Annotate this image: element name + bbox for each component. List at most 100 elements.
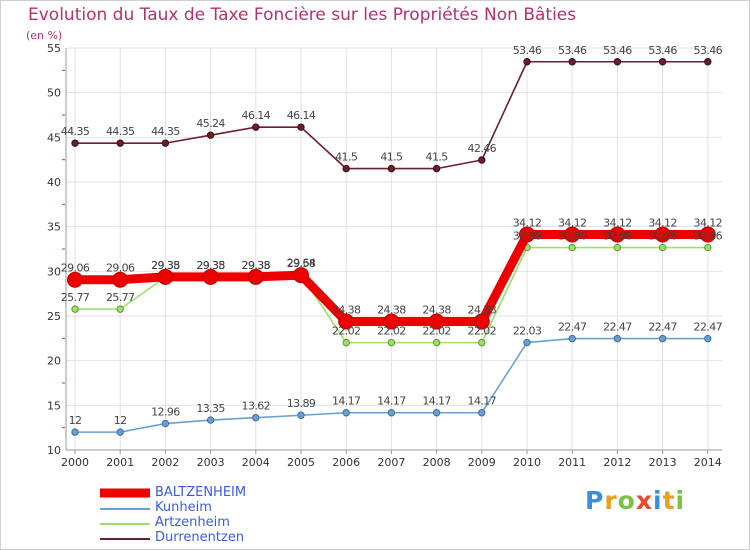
data-point-baltzenheim: [428, 313, 445, 330]
data-point-kunheim: [523, 338, 531, 347]
data-label-durrenentzen: 41.5: [426, 151, 449, 164]
data-label-artzenheim: 32.66: [603, 230, 632, 243]
data-point-durrenentzen: [613, 58, 622, 66]
y-tick-label: 30: [47, 265, 61, 278]
data-label-artzenheim: 32.66: [513, 230, 542, 243]
logo-letter: o: [617, 486, 636, 515]
data-point-baltzenheim: [699, 226, 716, 243]
data-label-baltzenheim: 34.12: [694, 217, 723, 230]
data-label-kunheim: 22.47: [648, 321, 677, 334]
legend-swatch-baltzenheim: [100, 488, 150, 498]
data-point-durrenentzen: [478, 156, 486, 164]
y-tick-label: 10: [47, 444, 61, 457]
x-tick-label: 2011: [558, 456, 586, 469]
data-point-baltzenheim: [338, 313, 355, 330]
data-label-kunheim: 12: [114, 414, 127, 427]
data-point-durrenentzen: [658, 58, 667, 66]
data-point-kunheim: [568, 334, 576, 343]
data-label-durrenentzen: 42.46: [468, 142, 497, 155]
data-point-kunheim: [387, 409, 396, 417]
data-label-baltzenheim: 24.38: [422, 304, 451, 317]
data-label-artzenheim: 22.02: [468, 325, 497, 338]
data-point-kunheim: [206, 416, 215, 424]
data-label-durrenentzen: 46.14: [287, 109, 316, 122]
data-point-durrenentzen: [116, 139, 124, 147]
data-label-kunheim: 13.35: [196, 402, 225, 415]
data-label-artzenheim: 22.02: [422, 325, 451, 338]
data-point-durrenentzen: [432, 164, 441, 173]
logo-letter: t: [662, 486, 676, 515]
x-tick-label: 2007: [377, 456, 405, 469]
data-point-baltzenheim: [157, 268, 174, 285]
data-label-baltzenheim: 29.38: [242, 259, 271, 272]
data-point-artzenheim: [478, 338, 486, 347]
y-tick-label: 15: [47, 399, 61, 412]
data-label-durrenentzen: 53.46: [513, 44, 542, 57]
plot-area: [66, 48, 722, 450]
data-point-kunheim: [71, 428, 79, 436]
data-label-durrenentzen: 41.5: [380, 151, 403, 164]
data-point-baltzenheim: [112, 271, 129, 288]
data-label-kunheim: 22.03: [513, 325, 542, 338]
y-tick-label: 50: [47, 87, 61, 100]
data-point-baltzenheim: [202, 268, 219, 285]
data-point-baltzenheim: [247, 268, 264, 285]
data-label-kunheim: 12: [69, 414, 82, 427]
x-tick-label: 2014: [694, 456, 722, 469]
logo-letter: r: [604, 486, 618, 515]
data-point-durrenentzen: [206, 131, 215, 139]
data-label-kunheim: 13.62: [242, 400, 271, 413]
data-label-baltzenheim: 29.58: [287, 257, 316, 270]
data-point-baltzenheim: [293, 267, 309, 284]
data-label-artzenheim: 22.02: [332, 325, 361, 338]
data-label-baltzenheim: 24.38: [377, 304, 406, 317]
data-label-kunheim: 14.17: [332, 395, 361, 408]
x-tick-label: 2006: [332, 456, 360, 469]
data-label-durrenentzen: 45.24: [196, 117, 225, 130]
data-point-durrenentzen: [297, 123, 305, 131]
data-label-baltzenheim: 24.38: [468, 304, 497, 317]
data-point-kunheim: [432, 409, 441, 417]
x-tick-label: 2009: [468, 456, 496, 469]
legend-swatch-artzenheim: [100, 523, 150, 525]
data-point-durrenentzen: [387, 164, 396, 173]
logo-letter: i: [653, 486, 663, 515]
data-label-durrenentzen: 46.14: [242, 109, 271, 122]
data-label-durrenentzen: 53.46: [694, 44, 723, 57]
data-point-artzenheim: [71, 305, 79, 313]
data-point-kunheim: [704, 334, 712, 343]
data-label-artzenheim: 29.35: [196, 259, 225, 272]
data-label-baltzenheim: 34.12: [558, 217, 587, 230]
x-tick-label: 2000: [61, 456, 89, 469]
y-tick-label: 55: [47, 42, 61, 55]
legend-label-kunheim: Kunheim: [155, 500, 212, 515]
data-label-kunheim: 14.17: [422, 395, 451, 408]
data-label-baltzenheim: 34.12: [513, 217, 542, 230]
data-point-baltzenheim: [654, 226, 671, 243]
data-point-kunheim: [342, 409, 350, 417]
data-point-kunheim: [161, 419, 170, 428]
y-tick-label: 25: [47, 310, 61, 323]
data-point-durrenentzen: [523, 58, 531, 66]
data-label-durrenentzen: 44.35: [106, 125, 135, 138]
data-label-artzenheim: 22.02: [377, 325, 406, 338]
data-label-baltzenheim: 34.12: [648, 217, 677, 230]
data-point-artzenheim: [613, 243, 622, 252]
legend-swatch-durrenentzen: [100, 538, 150, 540]
data-point-durrenentzen: [252, 123, 260, 131]
data-label-kunheim: 13.89: [287, 397, 316, 410]
x-tick-label: 2003: [197, 456, 225, 469]
data-point-artzenheim: [704, 243, 712, 252]
data-point-kunheim: [613, 334, 622, 343]
data-label-kunheim: 12.96: [151, 406, 180, 419]
y-tick-label: 40: [47, 176, 61, 189]
data-point-baltzenheim: [67, 271, 83, 288]
data-point-baltzenheim: [564, 226, 581, 243]
data-point-artzenheim: [116, 305, 124, 313]
logo-letter: P: [585, 486, 605, 515]
data-point-durrenentzen: [71, 139, 79, 147]
data-label-artzenheim: 29.35: [242, 259, 271, 272]
data-point-baltzenheim: [519, 226, 535, 243]
data-point-artzenheim: [658, 243, 667, 252]
x-tick-label: 2002: [151, 456, 179, 469]
